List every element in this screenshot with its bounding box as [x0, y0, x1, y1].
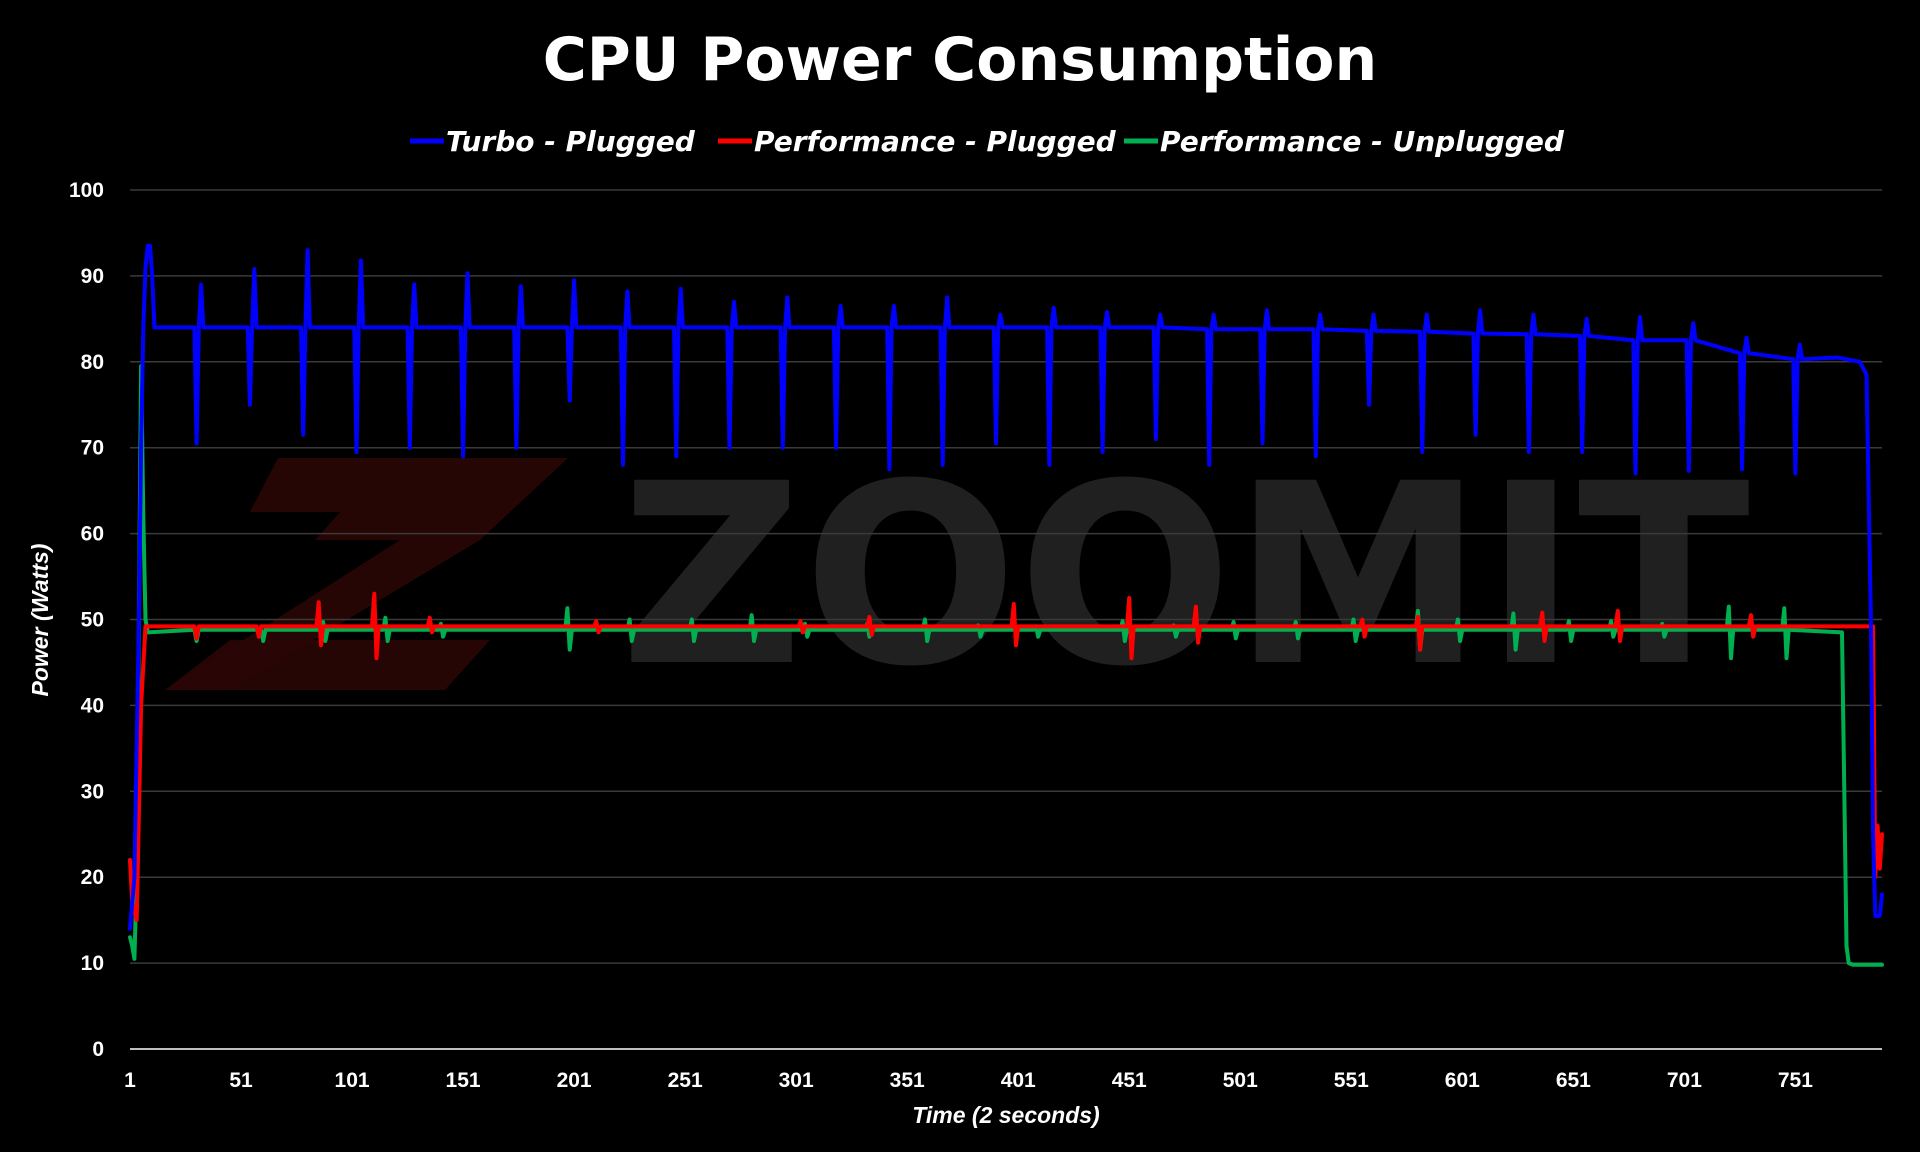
- performance-plugged-line: [128, 591, 1884, 923]
- legend-label: Performance - Unplugged: [1160, 125, 1565, 158]
- x-tick-label: 751: [1778, 1069, 1813, 1092]
- y-tick-label: 10: [81, 952, 104, 975]
- legend-item-performance-unplugged: Performance - Unplugged: [1124, 125, 1565, 158]
- y-tick-label: 90: [81, 265, 104, 288]
- legend-label: Turbo - Plugged: [446, 125, 696, 158]
- x-tick-label: 701: [1667, 1069, 1702, 1092]
- y-tick-label: 50: [81, 609, 104, 632]
- y-tick-label: 80: [81, 351, 104, 374]
- x-tick-label: 501: [1223, 1069, 1258, 1092]
- y-axis-label: Power (Watts): [27, 544, 53, 697]
- watermark-text: ZOOMIT: [620, 430, 1750, 721]
- x-tick-label: 351: [890, 1069, 925, 1092]
- y-tick-label: 0: [92, 1038, 104, 1061]
- x-tick-label: 451: [1112, 1069, 1147, 1092]
- x-tick-label: 51: [229, 1069, 253, 1092]
- legend-label: Performance - Plugged: [754, 125, 1117, 158]
- y-tick-label: 30: [81, 780, 104, 803]
- y-tick-label: 20: [81, 866, 104, 889]
- x-tick-label: 601: [1445, 1069, 1480, 1092]
- x-tick-label: 401: [1001, 1069, 1036, 1092]
- x-tick-label: 651: [1556, 1069, 1591, 1092]
- x-tick-label: 1: [124, 1069, 136, 1092]
- x-tick-label: 551: [1334, 1069, 1369, 1092]
- watermark-logo-z-bottom: [165, 640, 490, 690]
- x-tick-label: 251: [668, 1069, 703, 1092]
- x-tick-label: 201: [557, 1069, 592, 1092]
- turbo-plugged-line: [128, 243, 1884, 931]
- legend: Turbo - Plugged Performance - Plugged Perf…: [410, 125, 1565, 158]
- x-tick-label: 101: [335, 1069, 370, 1092]
- y-tick-label: 40: [81, 694, 104, 717]
- legend-item-performance-plugged: Performance - Plugged: [718, 125, 1117, 158]
- x-axis-label: Time (2 seconds): [912, 1102, 1099, 1128]
- y-tick-label: 100: [69, 179, 104, 202]
- y-tick-label: 70: [81, 437, 104, 460]
- x-tick-label: 151: [446, 1069, 481, 1092]
- series-lines: [128, 243, 1884, 967]
- watermark: ZOOMIT: [165, 430, 1750, 721]
- chart-title: CPU Power Consumption: [543, 25, 1377, 95]
- x-tick-label: 301: [779, 1069, 814, 1092]
- y-tick-label: 60: [81, 523, 104, 546]
- legend-item-turbo-plugged: Turbo - Plugged: [410, 125, 696, 158]
- gridlines: [130, 189, 1882, 964]
- watermark-logo-z: [250, 458, 568, 540]
